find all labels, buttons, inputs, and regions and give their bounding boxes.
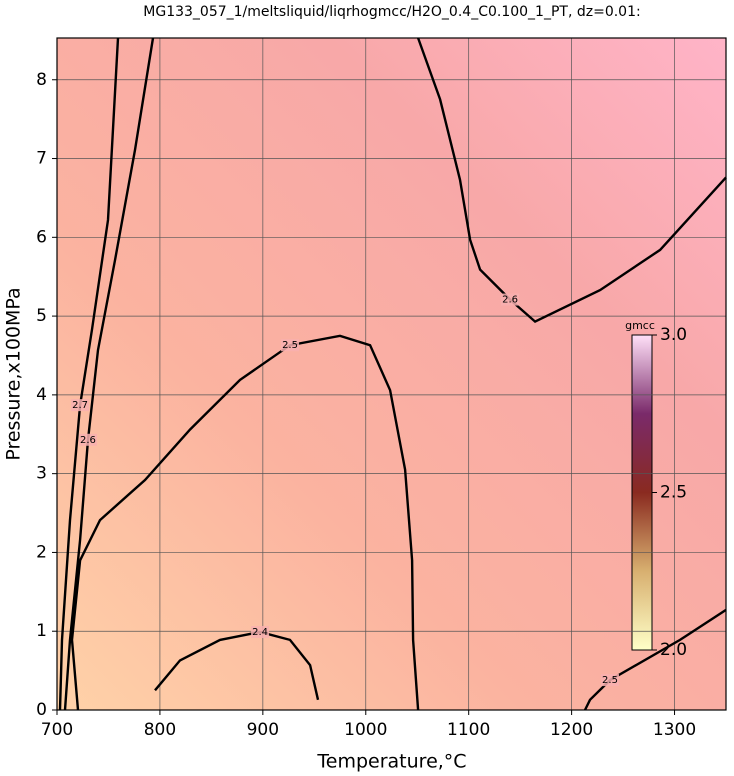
y-tick-label: 5: [36, 306, 47, 326]
plot-frame: [56, 37, 727, 711]
x-tick-label: 1100: [447, 720, 490, 740]
x-tick-label: 700: [41, 720, 73, 740]
contour-line: [63, 37, 155, 711]
colorbar-label: gmcc: [625, 319, 655, 332]
x-tick-label: 1000: [344, 720, 387, 740]
y-tick-label: 8: [36, 70, 47, 90]
contour-label-bg: [601, 674, 620, 687]
y-tick-label: 0: [36, 700, 47, 720]
chart-title: MG133_057_1/meltsliquid/liqrhogmcc/H2O_0…: [143, 4, 640, 20]
contour-label: 2.4: [252, 627, 268, 638]
contour-label: 2.5: [602, 675, 618, 686]
y-tick-label: 7: [36, 149, 47, 169]
contour-label-bg: [281, 339, 300, 352]
contour-label: 2.5: [282, 340, 298, 351]
colorbar-tick-label: 2.0: [660, 640, 687, 660]
contour-label: 2.6: [502, 295, 518, 306]
colorbar-tick-label: 3.0: [660, 325, 687, 345]
contour-label-bg: [78, 433, 97, 446]
x-tick-label: 900: [247, 720, 279, 740]
plot-background: [57, 38, 726, 710]
colorbar-tick-label: 2.5: [660, 483, 687, 503]
contour-label: 2.6: [80, 435, 96, 446]
contour-label: 2.7: [72, 400, 88, 411]
y-tick-label: 1: [36, 621, 47, 641]
y-axis-label: Pressure,x100MPa: [3, 287, 25, 460]
y-tick-label: 4: [36, 385, 47, 405]
x-tick-label: 1200: [550, 720, 593, 740]
contour-label-bg: [251, 626, 270, 639]
x-axis-label: Temperature,°C: [316, 751, 466, 773]
colorbar: [631, 334, 653, 651]
x-tick-label: 1300: [653, 720, 696, 740]
y-tick-label: 3: [36, 464, 47, 484]
x-tick-label: 800: [144, 720, 176, 740]
contour-line: [416, 37, 727, 324]
y-tick-label: 2: [36, 542, 47, 562]
contour-label-bg: [501, 293, 520, 306]
y-tick-label: 6: [36, 227, 47, 247]
contour-label-bg: [71, 399, 90, 412]
